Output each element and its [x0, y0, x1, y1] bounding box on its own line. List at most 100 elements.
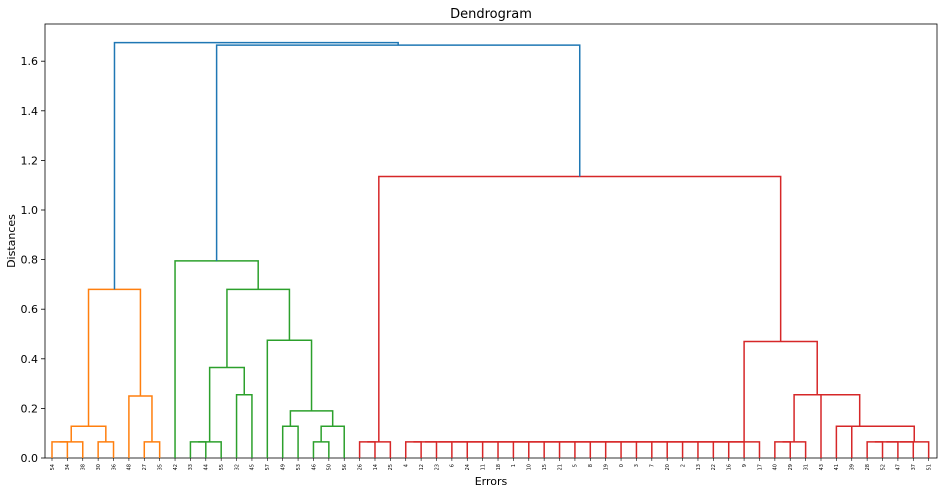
leaf-label: 51	[926, 464, 932, 470]
dendrogram-link	[378, 175, 782, 442]
leaf-label: 22	[711, 464, 717, 470]
x-axis-label: Errors	[475, 475, 508, 488]
leaf-label: 17	[757, 464, 763, 470]
dendrogram-link	[743, 340, 818, 442]
dendrogram-link	[198, 441, 222, 458]
leaf-label: 35	[157, 464, 163, 470]
leaf-label: 56	[342, 464, 348, 470]
dendrogram-link	[774, 441, 791, 458]
leaf-label: 49	[281, 464, 287, 470]
y-axis-label: Distances	[5, 214, 18, 268]
y-tick-label: 0.6	[21, 303, 39, 316]
leaf-label: 11	[480, 464, 486, 470]
leaf-label: 13	[696, 464, 702, 470]
dendrogram-link	[886, 441, 915, 458]
leaf-label: 10	[527, 464, 533, 470]
dendrogram-link	[728, 441, 761, 458]
plot-frame	[44, 23, 938, 459]
dendrogram-link	[438, 441, 469, 458]
leaf-label: 16	[727, 464, 733, 470]
leaf-label: 28	[865, 464, 871, 470]
leaf-label: 23	[434, 464, 440, 470]
chart-title: Dendrogram	[450, 7, 532, 22]
leaf-label: 48	[127, 464, 133, 470]
leaf-label: 27	[142, 464, 148, 470]
leaf-label: 12	[419, 464, 425, 470]
dendrogram-link	[97, 441, 115, 458]
dendrogram-links	[51, 41, 930, 458]
leaf-label: 26	[357, 464, 363, 470]
leaf-label: 40	[773, 464, 779, 470]
leaf-label: 38	[81, 464, 87, 470]
leaf-label: 45	[250, 464, 256, 470]
dendrogram-link	[358, 441, 376, 458]
leaf-label: 5	[573, 464, 579, 467]
leaf-label: 32	[234, 464, 240, 470]
y-tick-label: 1.0	[21, 204, 39, 217]
x-axis: 54 34 38 30 36 48 27 35 42 33 44 55 32 45 57 49 53 46 50 56…	[50, 458, 932, 470]
dendrogram-link	[226, 288, 291, 368]
dendrogram-link	[70, 425, 107, 442]
y-tick-label: 1.2	[21, 154, 39, 167]
dendrogram-link	[59, 441, 84, 458]
dendrogram-link	[51, 441, 69, 458]
leaf-label: 44	[204, 464, 210, 470]
leaf-label: 7	[650, 464, 656, 467]
leaf-label: 47	[896, 464, 902, 470]
leaf-label: 50	[327, 464, 333, 470]
leaf-label: 55	[219, 464, 225, 470]
leaf-label: 25	[388, 464, 394, 470]
dendrogram-link	[87, 288, 142, 427]
leaf-label: 4	[404, 464, 410, 467]
dendrogram-link	[281, 425, 299, 458]
leaf-label: 14	[373, 464, 379, 470]
leaf-label: 31	[803, 464, 809, 470]
y-tick-label: 1.6	[21, 55, 39, 68]
dendrogram-link	[782, 441, 807, 458]
leaf-label: 36	[111, 464, 117, 470]
leaf-label: 6	[450, 464, 456, 467]
leaf-label: 21	[557, 464, 563, 470]
y-tick-label: 0.0	[21, 452, 39, 465]
leaf-label: 41	[834, 464, 840, 470]
leaf-label: 15	[542, 464, 548, 470]
dendrogram-link	[266, 339, 313, 458]
dendrogram-link	[866, 441, 884, 458]
dendrogram-link	[113, 41, 399, 290]
y-tick-label: 0.4	[21, 353, 39, 366]
leaf-label: 39	[850, 464, 856, 470]
dendrogram-link	[404, 441, 422, 458]
leaf-label: 52	[880, 464, 886, 470]
leaf-label: 24	[465, 464, 471, 470]
leaf-label: 37	[911, 464, 917, 470]
y-tick-label: 0.8	[21, 254, 39, 267]
leaf-label: 2	[680, 464, 686, 467]
dendrogram-link	[128, 395, 153, 458]
leaf-label: 33	[188, 464, 194, 470]
dendrogram-link	[899, 441, 930, 458]
leaf-label: 1	[511, 464, 517, 467]
leaf-label: 8	[588, 464, 594, 467]
leaf-label: 30	[96, 464, 102, 470]
leaf-label: 19	[603, 464, 609, 470]
y-tick-label: 1.4	[21, 105, 39, 118]
dendrogram-link	[289, 410, 334, 427]
leaf-label: 53	[296, 464, 302, 470]
y-axis: 0.0 0.2 0.4 0.6 0.8 1.0 1.2 1.4 1.6	[21, 55, 45, 465]
y-tick-label: 0.2	[21, 402, 39, 415]
dendrogram-link	[174, 260, 259, 458]
dendrogram-link	[312, 441, 330, 458]
leaf-label: 54	[50, 464, 56, 470]
dendrogram-link	[208, 366, 245, 442]
leaf-label: 3	[634, 464, 640, 467]
dendrogram-link	[413, 441, 438, 458]
dendrogram-link	[793, 394, 841, 442]
dendrogram-link	[189, 441, 207, 458]
leaf-label: 43	[819, 464, 825, 470]
leaf-label: 18	[496, 464, 502, 470]
dendrogram-link	[835, 425, 884, 458]
leaf-label: 57	[265, 464, 271, 470]
leaf-label: 46	[311, 464, 317, 470]
leaf-label: 29	[788, 464, 794, 470]
leaf-label: 0	[619, 464, 625, 467]
